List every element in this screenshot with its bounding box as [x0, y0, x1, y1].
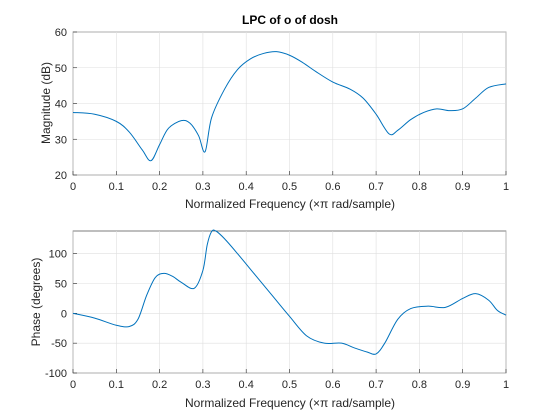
- phase-y-tick-label: 50: [55, 279, 67, 291]
- phase-y-tick-label: -100: [45, 368, 67, 380]
- phase-x-axis-label: Normalized Frequency (×π rad/sample): [185, 396, 395, 410]
- phase-x-tick-label: 0.4: [239, 379, 254, 391]
- phase-x-tick-label: 0.8: [412, 379, 427, 391]
- phase-plot: 0 0.1 0.2 0.3 0.4 0.5 0.6 0.7 0.8 0.9 1 -100 -50 0 50…: [29, 229, 509, 410]
- magnitude-x-tick-label: 0.4: [239, 181, 254, 193]
- phase-y-tick-label: -50: [51, 338, 67, 350]
- magnitude-x-tick-label: 1: [503, 181, 509, 193]
- phase-x-tick-label: 1: [503, 379, 509, 391]
- phase-y-ticks: -100 -50 0 50 100: [45, 249, 77, 380]
- magnitude-x-tick-label: 0.7: [368, 181, 383, 193]
- magnitude-y-tick-label: 20: [55, 170, 67, 182]
- magnitude-y-tick-label: 60: [55, 27, 67, 39]
- magnitude-y-ticks: 20 30 40 50 60: [55, 27, 77, 182]
- magnitude-x-tick-label: 0: [70, 181, 76, 193]
- phase-x-tick-label: 0.3: [195, 379, 210, 391]
- phase-response-line: [72, 229, 507, 355]
- magnitude-plot: 0 0.1 0.2 0.3 0.4 0.5 0.6 0.7 0.8 0.9 1 20 30 40 50 60…: [39, 27, 509, 211]
- magnitude-x-tick-label: 0.2: [152, 181, 167, 193]
- magnitude-x-axis-label: Normalized Frequency (×π rad/sample): [185, 197, 395, 211]
- magnitude-response-line: [72, 51, 507, 162]
- magnitude-x-tick-label: 0.1: [109, 181, 124, 193]
- magnitude-x-tick-label: 0.5: [282, 181, 297, 193]
- phase-x-tick-label: 0.6: [325, 379, 340, 391]
- magnitude-x-tick-label: 0.8: [412, 181, 427, 193]
- magnitude-grid: [72, 31, 507, 176]
- phase-y-tick-label: 100: [49, 249, 67, 261]
- phase-x-tick-label: 0.2: [152, 379, 167, 391]
- magnitude-y-axis-label: Magnitude (dB): [39, 62, 53, 144]
- phase-x-tick-label: 0: [70, 379, 76, 391]
- phase-x-tick-label: 0.1: [109, 379, 124, 391]
- magnitude-x-ticks: 0 0.1 0.2 0.3 0.4 0.5 0.6 0.7 0.8 0.9 1: [70, 171, 509, 193]
- magnitude-y-tick-label: 30: [55, 134, 67, 146]
- phase-x-ticks: 0 0.1 0.2 0.3 0.4 0.5 0.6 0.7 0.8 0.9 1: [70, 369, 509, 391]
- magnitude-y-tick-label: 50: [55, 63, 67, 75]
- phase-y-axis-label: Phase (degrees): [29, 258, 43, 347]
- phase-x-tick-label: 0.9: [455, 379, 470, 391]
- phase-x-tick-label: 0.7: [368, 379, 383, 391]
- magnitude-x-tick-label: 0.3: [195, 181, 210, 193]
- phase-x-tick-label: 0.5: [282, 379, 297, 391]
- magnitude-y-tick-label: 40: [55, 99, 67, 111]
- chart-title: LPC of o of dosh: [242, 13, 338, 27]
- magnitude-x-tick-label: 0.9: [455, 181, 470, 193]
- magnitude-x-tick-label: 0.6: [325, 181, 340, 193]
- phase-y-tick-label: 0: [61, 308, 67, 320]
